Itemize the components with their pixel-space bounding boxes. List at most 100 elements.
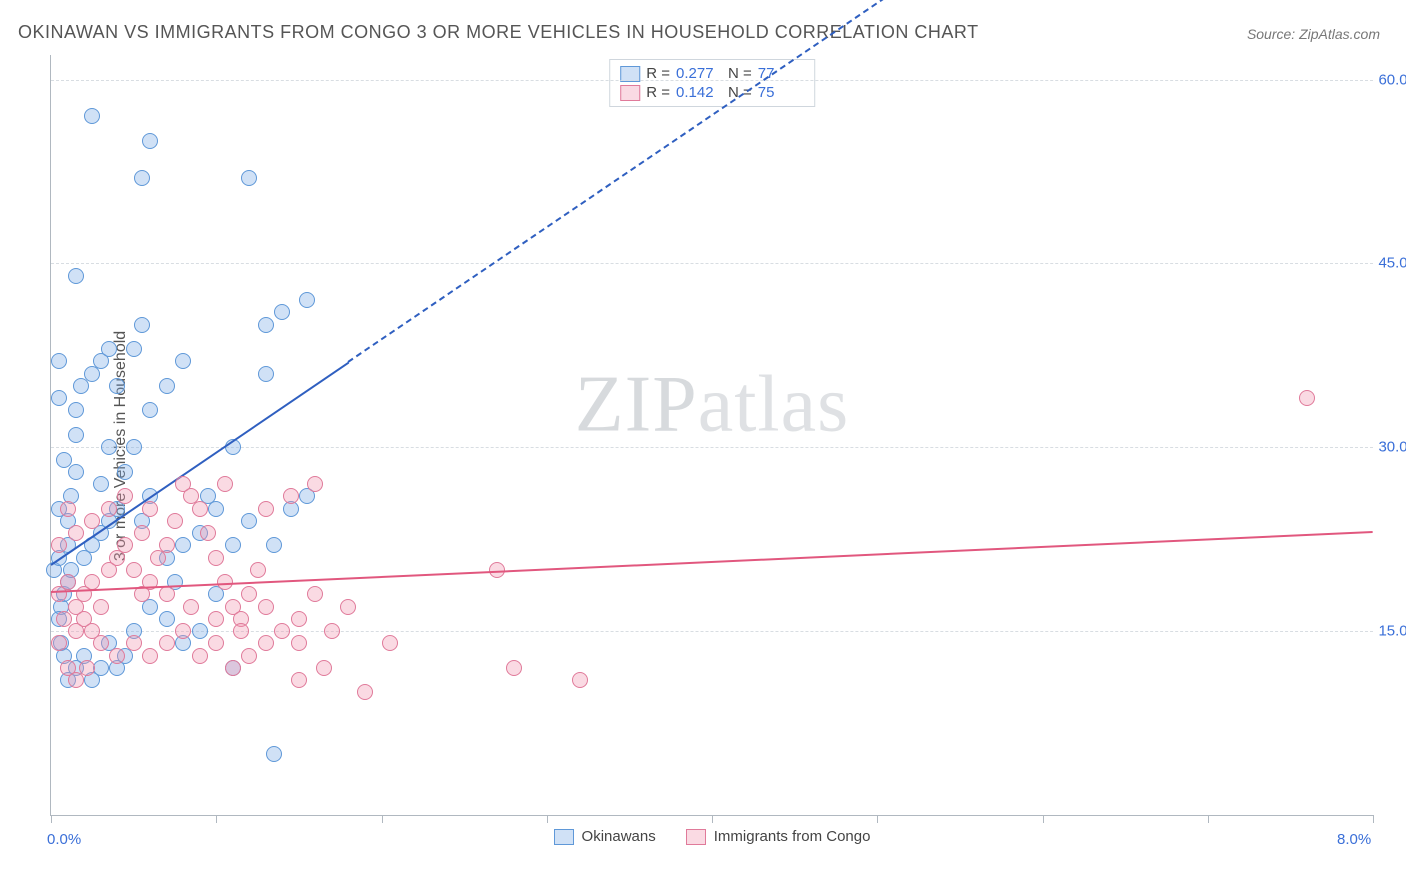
x-tick-label: 0.0%: [47, 831, 81, 848]
scatter-point: [274, 623, 290, 639]
scatter-point: [192, 501, 208, 517]
scatter-point: [159, 537, 175, 553]
regression-line: [51, 531, 1373, 593]
scatter-point: [183, 599, 199, 615]
scatter-point: [258, 599, 274, 615]
scatter-point: [56, 452, 72, 468]
scatter-point: [117, 537, 133, 553]
scatter-point: [208, 550, 224, 566]
scatter-point: [299, 292, 315, 308]
x-tick: [1208, 815, 1209, 823]
scatter-point: [241, 513, 257, 529]
scatter-point: [60, 501, 76, 517]
scatter-point: [241, 586, 257, 602]
scatter-point: [291, 672, 307, 688]
scatter-point: [109, 378, 125, 394]
scatter-point: [101, 501, 117, 517]
scatter-point: [233, 623, 249, 639]
swatch-series-2: [620, 85, 640, 101]
scatter-point: [142, 402, 158, 418]
scatter-point: [192, 648, 208, 664]
scatter-point: [84, 574, 100, 590]
scatter-point: [250, 562, 266, 578]
x-tick: [547, 815, 548, 823]
scatter-point: [175, 623, 191, 639]
scatter-point: [101, 341, 117, 357]
source-attribution: Source: ZipAtlas.com: [1247, 26, 1380, 42]
scatter-point: [93, 476, 109, 492]
scatter-point: [241, 170, 257, 186]
scatter-point: [126, 635, 142, 651]
x-tick: [51, 815, 52, 823]
scatter-point: [192, 623, 208, 639]
y-tick-label: 30.0%: [1378, 439, 1406, 456]
gridline-h: [51, 263, 1373, 264]
x-tick: [1373, 815, 1374, 823]
scatter-point: [258, 317, 274, 333]
scatter-point: [51, 390, 67, 406]
gridline-h: [51, 447, 1373, 448]
gridline-h: [51, 80, 1373, 81]
scatter-point: [68, 672, 84, 688]
scatter-point: [266, 746, 282, 762]
scatter-point: [274, 304, 290, 320]
scatter-point: [175, 537, 191, 553]
scatter-point: [266, 537, 282, 553]
scatter-point: [117, 464, 133, 480]
scatter-point: [159, 586, 175, 602]
stats-row-series-2: R = 0.142 N = 75: [620, 83, 804, 102]
scatter-point: [126, 341, 142, 357]
scatter-point: [208, 635, 224, 651]
scatter-point: [84, 513, 100, 529]
scatter-point: [159, 378, 175, 394]
scatter-point: [340, 599, 356, 615]
scatter-point: [159, 635, 175, 651]
scatter-point: [1299, 390, 1315, 406]
scatter-point: [258, 366, 274, 382]
scatter-point: [142, 648, 158, 664]
scatter-point: [142, 133, 158, 149]
scatter-point: [84, 623, 100, 639]
scatter-point: [382, 635, 398, 651]
scatter-point: [258, 635, 274, 651]
scatter-point: [126, 439, 142, 455]
legend-item-2: Immigrants from Congo: [686, 828, 871, 845]
scatter-point: [291, 611, 307, 627]
scatter-point: [225, 537, 241, 553]
scatter-point: [126, 562, 142, 578]
scatter-point: [283, 488, 299, 504]
y-tick-label: 15.0%: [1378, 623, 1406, 640]
scatter-point: [307, 476, 323, 492]
swatch-series-2-icon: [686, 829, 706, 845]
x-tick: [1043, 815, 1044, 823]
scatter-point: [134, 170, 150, 186]
swatch-series-1-icon: [554, 829, 574, 845]
scatter-point: [51, 353, 67, 369]
x-tick: [382, 815, 383, 823]
scatter-point: [101, 439, 117, 455]
scatter-plot-area: ZIPatlas R = 0.277 N = 77 R = 0.142 N = …: [50, 55, 1373, 816]
scatter-point: [316, 660, 332, 676]
scatter-point: [208, 611, 224, 627]
scatter-point: [134, 317, 150, 333]
y-tick-label: 45.0%: [1378, 255, 1406, 272]
legend-item-1: Okinawans: [554, 828, 656, 845]
scatter-point: [307, 586, 323, 602]
scatter-point: [51, 537, 67, 553]
x-tick: [216, 815, 217, 823]
y-tick-label: 60.0%: [1378, 71, 1406, 88]
scatter-point: [68, 402, 84, 418]
scatter-point: [79, 660, 95, 676]
x-tick: [877, 815, 878, 823]
gridline-h: [51, 631, 1373, 632]
watermark-text: ZIPatlas: [575, 359, 850, 450]
scatter-point: [258, 501, 274, 517]
scatter-point: [73, 378, 89, 394]
scatter-point: [93, 599, 109, 615]
x-tick: [712, 815, 713, 823]
scatter-point: [117, 488, 133, 504]
scatter-point: [217, 476, 233, 492]
scatter-point: [84, 108, 100, 124]
scatter-point: [324, 623, 340, 639]
scatter-point: [68, 464, 84, 480]
